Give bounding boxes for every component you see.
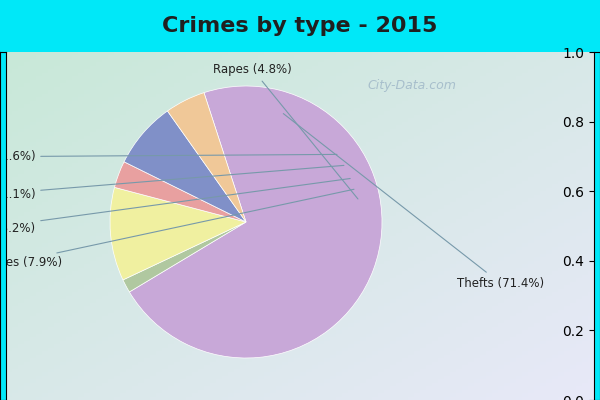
Wedge shape (110, 187, 246, 280)
Wedge shape (167, 93, 246, 222)
Wedge shape (123, 222, 246, 292)
Wedge shape (115, 162, 246, 222)
Wedge shape (130, 86, 382, 358)
Text: Thefts (71.4%): Thefts (71.4%) (283, 114, 544, 290)
Text: Rapes (4.8%): Rapes (4.8%) (214, 63, 358, 199)
Text: Robberies (1.6%): Robberies (1.6%) (0, 150, 337, 163)
Text: Burglaries (7.9%): Burglaries (7.9%) (0, 189, 354, 269)
Wedge shape (124, 111, 246, 222)
Text: Auto thefts (3.2%): Auto thefts (3.2%) (0, 178, 350, 235)
Text: Assaults (11.1%): Assaults (11.1%) (0, 165, 344, 201)
Text: Crimes by type - 2015: Crimes by type - 2015 (163, 16, 437, 36)
Text: City-Data.com: City-Data.com (368, 79, 457, 92)
